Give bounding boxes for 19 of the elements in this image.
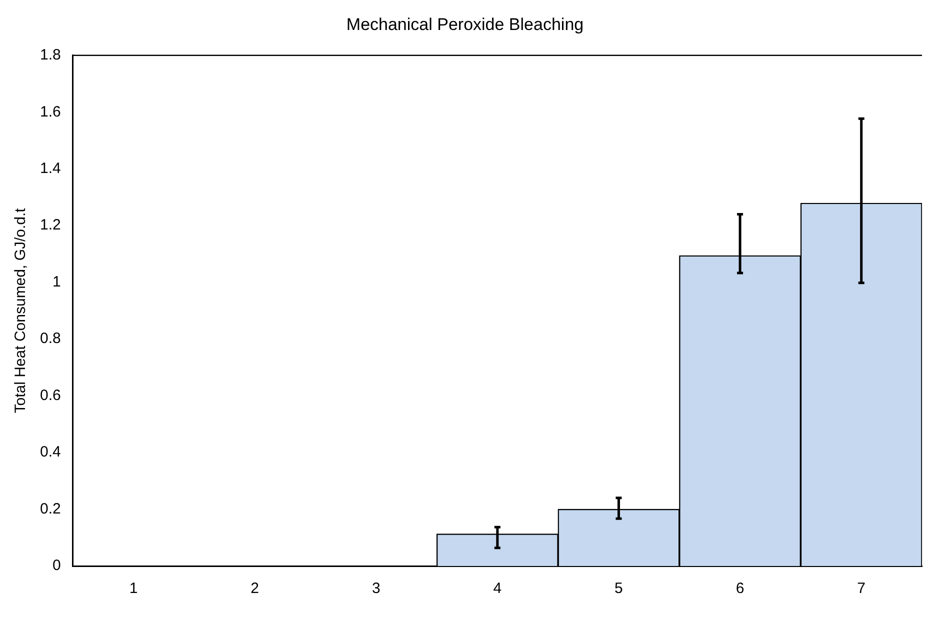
y-tick-label: 0: [52, 557, 61, 574]
y-tick-label: 1.8: [40, 46, 61, 64]
y-tick-label: 0.4: [40, 444, 61, 461]
x-tick-label: 7: [857, 580, 866, 598]
y-tick-label: 1: [52, 273, 61, 290]
chart-title: Mechanical Peroxide Bleaching: [346, 14, 584, 34]
y-tick-label: 0.6: [40, 386, 61, 404]
x-tick-label: 4: [493, 580, 502, 598]
y-tick-label: 0.8: [40, 330, 61, 348]
x-tick-label: 1: [129, 580, 138, 598]
y-tick-label: 1.4: [40, 160, 61, 178]
x-tick-label: 3: [372, 580, 380, 598]
y-tick-label: 1.2: [40, 216, 61, 234]
y-tick-label: 0.2: [40, 500, 61, 518]
x-tick-label: 2: [250, 580, 259, 598]
x-tick-label: 5: [614, 580, 623, 598]
y-axis-title: Total Heat Consumed, GJ/o.d.t: [12, 207, 30, 414]
x-tick-label: 6: [736, 580, 744, 598]
y-tick-label: 1.6: [40, 103, 61, 120]
